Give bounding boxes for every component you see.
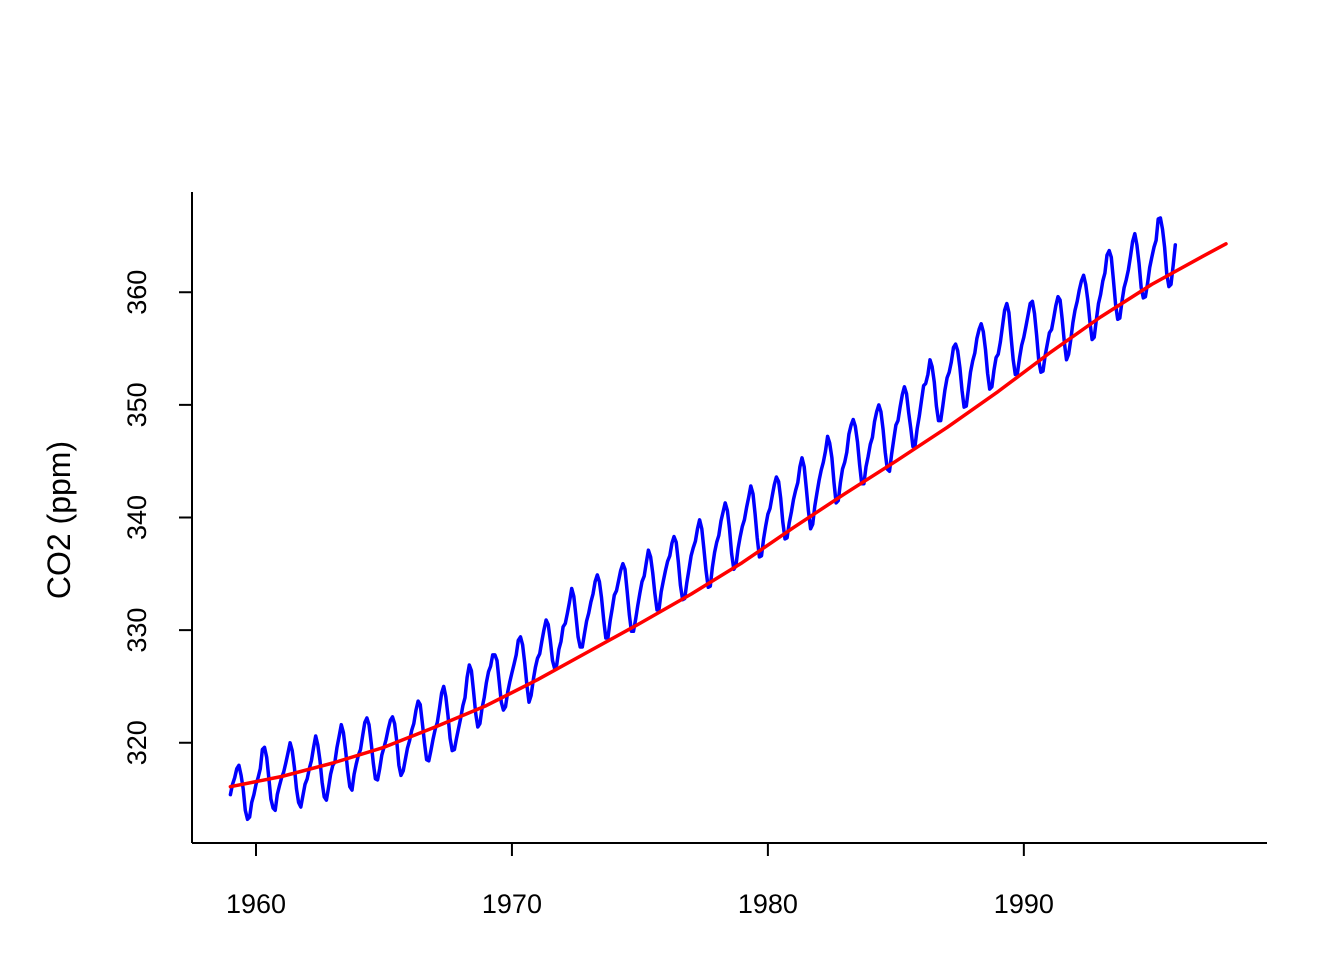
y-tick-label: 330 bbox=[122, 608, 152, 653]
trend-line bbox=[228, 242, 1228, 789]
axes: 1960 1970 1980 1990 320 330 340 350 360 bbox=[122, 192, 1267, 919]
x-tick-label: 1970 bbox=[482, 889, 542, 919]
x-tick-label: 1980 bbox=[738, 889, 798, 919]
y-tick-label: 340 bbox=[122, 495, 152, 540]
monthly-co2-line bbox=[228, 216, 1178, 822]
x-ticks: 1960 1970 1980 1990 bbox=[226, 843, 1054, 919]
y-tick-label: 360 bbox=[122, 270, 152, 315]
y-tick-label: 320 bbox=[122, 720, 152, 765]
y-axis-title: CO2 (ppm) bbox=[41, 441, 77, 599]
x-tick-label: 1960 bbox=[226, 889, 286, 919]
y-ticks: 320 330 340 350 360 bbox=[122, 270, 192, 765]
y-tick-label: 350 bbox=[122, 382, 152, 427]
series-layer bbox=[228, 216, 1228, 822]
x-tick-label: 1990 bbox=[994, 889, 1054, 919]
